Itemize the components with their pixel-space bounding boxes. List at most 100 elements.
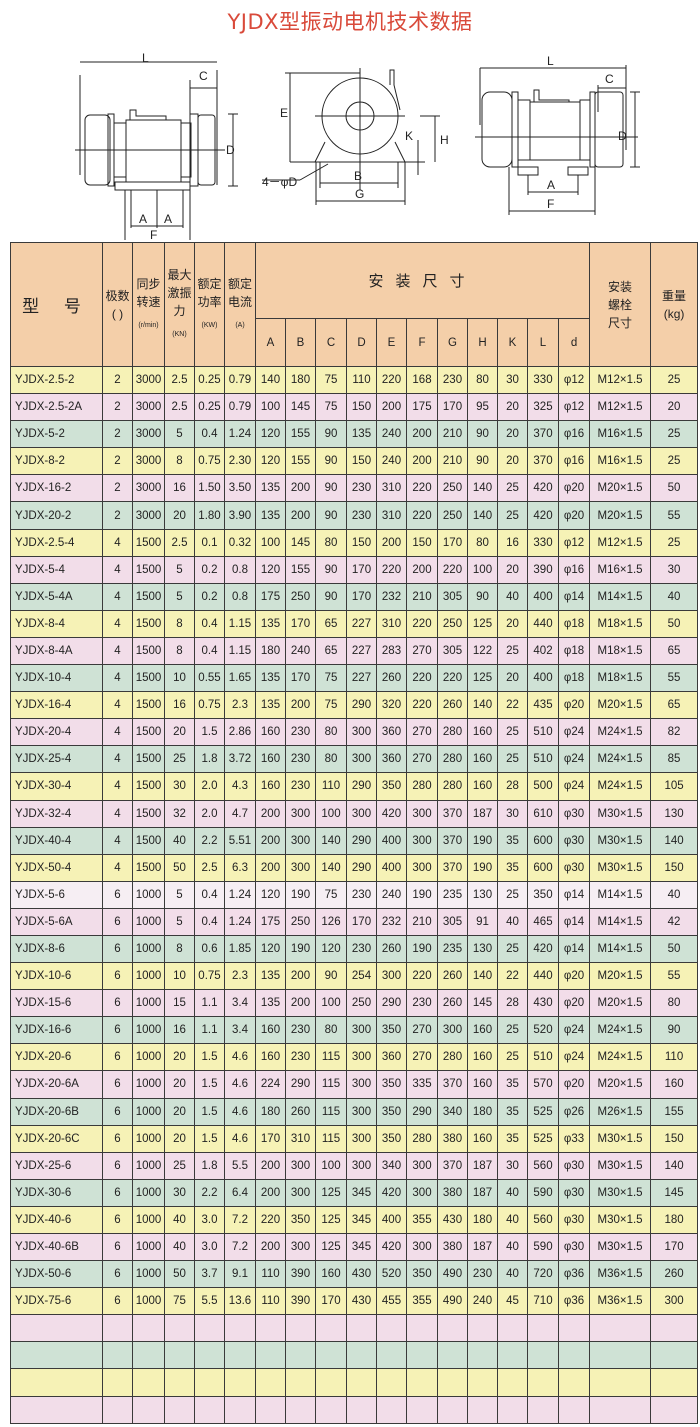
- table-cell: 3.72: [224, 745, 256, 774]
- table-cell: 525: [527, 1097, 559, 1126]
- header-poles-label: 极数: [105, 288, 130, 303]
- table-row: YJDX-40-4 4 1500 40 2.2 5.51 200 300 140 290 400 30…: [10, 826, 699, 855]
- table-cell: 65: [650, 691, 699, 720]
- table-cell: 1000: [132, 1016, 165, 1045]
- table-cell: 150: [346, 447, 377, 476]
- dim-label-C: C: [199, 69, 208, 83]
- table-cell: 280: [437, 745, 468, 774]
- table-cell: 190: [467, 853, 498, 882]
- model-cell: YJDX-2.5-2A: [10, 393, 103, 422]
- table-cell: [589, 1314, 652, 1343]
- table-cell: 230: [346, 474, 377, 503]
- table-cell: 200: [376, 393, 407, 422]
- table-cell: 230: [285, 1016, 316, 1045]
- table-cell: 230: [346, 934, 377, 964]
- table-cell: M20×1.5: [589, 474, 652, 503]
- table-cell: φ16: [557, 447, 591, 476]
- table-cell: 190: [467, 826, 498, 855]
- table-cell: 300: [346, 799, 377, 828]
- table-cell: 2.5: [194, 853, 225, 882]
- table-cell: 1500: [132, 691, 165, 720]
- table-cell: 180: [467, 1205, 498, 1235]
- table-cell: 300: [285, 826, 316, 855]
- table-row: YJDX-8-4 4 1500 8 0.4 1.15 135 170 65 227 310 220 25…: [10, 609, 699, 638]
- table-cell: 4.6: [224, 1070, 256, 1099]
- table-cell: 85: [650, 745, 699, 774]
- table-cell: 35: [497, 1097, 528, 1126]
- table-cell: 135: [346, 420, 377, 449]
- table-cell: [132, 1314, 165, 1343]
- table-cell: 435: [527, 691, 559, 720]
- table-cell: 160: [467, 1124, 498, 1153]
- table-cell: 20: [497, 447, 528, 476]
- table-cell: 160: [255, 745, 286, 774]
- table-cell: φ24: [557, 718, 591, 747]
- table-cell: 4: [102, 582, 133, 611]
- table-cell: 0.75: [194, 447, 225, 476]
- table-cell: M18×1.5: [589, 636, 652, 666]
- table-cell: 330: [527, 528, 559, 557]
- table-cell: φ14: [557, 880, 591, 909]
- dim-label-F: F: [547, 197, 554, 211]
- table-cell: 6: [102, 1124, 133, 1153]
- table-cell: 80: [315, 528, 347, 557]
- table-cell: 0.32: [224, 528, 256, 557]
- table-cell: 160: [255, 718, 286, 747]
- table-cell: 0.55: [194, 664, 225, 693]
- table-cell: 2.86: [224, 718, 256, 747]
- table-cell: 220: [406, 474, 438, 503]
- table-cell: 20: [164, 718, 195, 747]
- table-cell: M30×1.5: [589, 1151, 652, 1180]
- table-row: YJDX-20-2 2 3000 20 1.80 3.90 135 200 90 230 310 22…: [10, 501, 699, 530]
- table-cell: 20: [164, 1070, 195, 1099]
- table-row: [10, 1368, 699, 1397]
- table-cell: 1500: [132, 636, 165, 666]
- header-dim-E: E: [376, 318, 407, 367]
- model-cell: YJDX-2.5-2: [10, 365, 103, 395]
- table-cell: φ30: [557, 1178, 591, 1207]
- table-cell: 300: [346, 745, 377, 774]
- table-cell: φ30: [557, 1151, 591, 1180]
- model-cell: YJDX-20-6A: [10, 1070, 103, 1099]
- table-cell: 0.25: [194, 365, 225, 395]
- table-cell: 370: [437, 853, 468, 882]
- table-cell: 350: [376, 772, 407, 801]
- table-cell: 1500: [132, 745, 165, 774]
- header-force-label: 最大激振力: [167, 267, 192, 318]
- table-cell: [497, 1314, 528, 1343]
- table-cell: 390: [285, 1287, 316, 1316]
- table-cell: 126: [315, 907, 347, 936]
- table-cell: [102, 1395, 133, 1424]
- table-cell: 130: [467, 880, 498, 909]
- table-cell: φ20: [557, 989, 591, 1018]
- table-cell: [589, 1395, 652, 1424]
- table-cell: 420: [527, 474, 559, 503]
- table-cell: 3.4: [224, 989, 256, 1018]
- table-row: YJDX-16-2 2 3000 16 1.50 3.50 135 200 90 230 310 22…: [10, 474, 699, 503]
- table-cell: 220: [406, 962, 438, 991]
- table-cell: [285, 1314, 316, 1343]
- table-cell: 320: [376, 691, 407, 720]
- table-cell: M12×1.5: [589, 393, 652, 422]
- table-cell: 4.7: [224, 799, 256, 828]
- table-cell: 90: [650, 1016, 699, 1045]
- table-cell: 20: [497, 555, 528, 584]
- table-cell: 25: [497, 1016, 528, 1045]
- model-cell: YJDX-5-4: [10, 555, 103, 584]
- table-cell: 30: [497, 1151, 528, 1180]
- table-cell: 3.50: [224, 474, 256, 503]
- table-cell: M14×1.5: [589, 934, 652, 964]
- table-cell: 180: [467, 1097, 498, 1126]
- table-cell: 1500: [132, 609, 165, 638]
- table-cell: 600: [527, 853, 559, 882]
- table-cell: 1.24: [224, 907, 256, 936]
- table-cell: 6: [102, 1232, 133, 1262]
- model-cell: YJDX-5-2: [10, 420, 103, 449]
- table-cell: [224, 1368, 256, 1397]
- table-cell: 2.0: [194, 772, 225, 801]
- table-cell: 270: [406, 718, 438, 747]
- table-cell: 4: [102, 555, 133, 584]
- table-cell: 270: [406, 636, 438, 666]
- table-cell: M16×1.5: [589, 447, 652, 476]
- table-cell: 115: [315, 1124, 347, 1153]
